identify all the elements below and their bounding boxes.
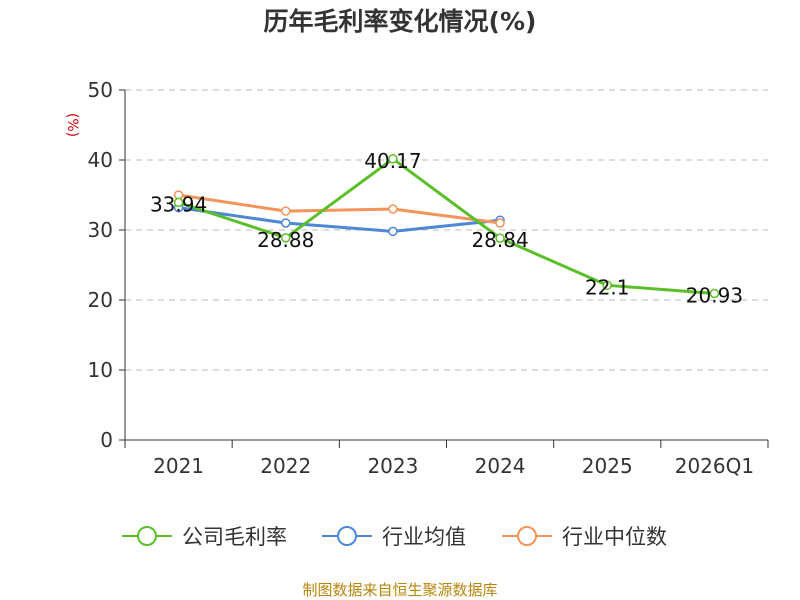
source-note: 制图数据来自恒生聚源数据库 xyxy=(302,581,498,599)
legend-label: 行业均值 xyxy=(382,525,466,549)
data-labels: 33.94 28.88 40.17 28.84 22.1 20.93 xyxy=(150,149,743,308)
data-point[interactable] xyxy=(709,288,720,299)
data-point[interactable] xyxy=(388,204,398,214)
legend-item[interactable]: 行业中位数 xyxy=(502,525,667,549)
y-tick-label: 20 xyxy=(88,288,113,312)
data-label: 28.88 xyxy=(257,228,314,252)
y-tick-label: 40 xyxy=(88,148,113,172)
series-line xyxy=(178,206,501,233)
y-axis-label: (%) xyxy=(64,113,80,137)
data-point[interactable] xyxy=(281,233,291,243)
series-line xyxy=(178,157,715,295)
y-tick-label: 30 xyxy=(88,218,113,242)
x-tick-label: 2024 xyxy=(475,454,526,478)
data-label: 40.17 xyxy=(364,149,421,173)
axes: 0 10 20 30 40 50 2021 2022 2023 2024 2025 2026Q1 xyxy=(88,78,769,478)
legend-item[interactable]: 行业均值 xyxy=(322,525,466,549)
series-lines xyxy=(173,154,720,299)
x-tick-label: 2023 xyxy=(367,454,418,478)
data-point[interactable] xyxy=(602,280,612,291)
data-point[interactable] xyxy=(495,233,505,243)
x-tick-label: 2026Q1 xyxy=(675,454,754,478)
x-tick-label: 2022 xyxy=(260,454,311,478)
y-tick-label: 0 xyxy=(100,428,113,452)
legend-marker xyxy=(517,526,537,546)
x-tick-label: 2025 xyxy=(582,454,633,478)
y-tick-label: 10 xyxy=(88,358,113,382)
series-line xyxy=(178,193,501,225)
data-point[interactable] xyxy=(281,218,291,228)
data-label: 20.93 xyxy=(686,283,743,307)
legend-item[interactable]: 公司毛利率 xyxy=(122,525,287,549)
data-point[interactable] xyxy=(495,218,505,228)
grid-lines xyxy=(125,89,768,371)
data-label: 28.84 xyxy=(471,228,528,252)
chart-title: 历年毛利率变化情况(%) xyxy=(263,7,537,36)
legend-marker xyxy=(337,526,357,546)
data-point[interactable] xyxy=(173,197,184,208)
data-label: 22.1 xyxy=(585,275,630,299)
x-tick-label: 2021 xyxy=(153,454,204,478)
data-point[interactable] xyxy=(388,154,398,164)
data-point[interactable] xyxy=(388,226,398,237)
data-point[interactable] xyxy=(281,206,291,216)
legend-label: 行业中位数 xyxy=(562,525,667,549)
y-tick-label: 50 xyxy=(88,78,113,102)
legend[interactable]: 公司毛利率 行业均值 行业中位数 xyxy=(122,525,667,549)
legend-label: 公司毛利率 xyxy=(182,525,287,549)
data-label: 33.94 xyxy=(150,192,207,216)
legend-marker xyxy=(137,526,157,546)
